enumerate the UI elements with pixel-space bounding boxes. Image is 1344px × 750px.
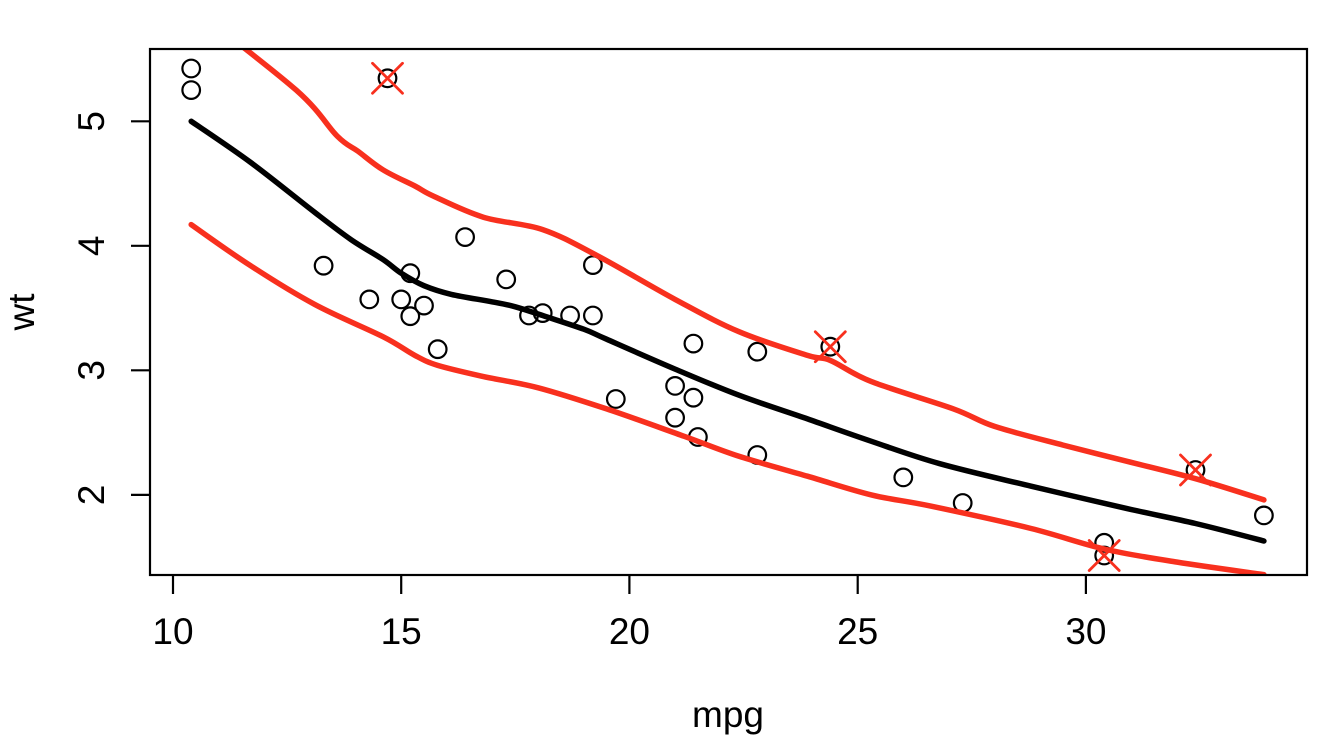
x-tick-label: 25 bbox=[837, 611, 878, 652]
x-axis-label: mpg bbox=[692, 694, 764, 735]
data-point bbox=[683, 387, 704, 408]
x-tick-label: 30 bbox=[1065, 611, 1106, 652]
data-point bbox=[605, 389, 626, 409]
data-point bbox=[583, 305, 603, 326]
x-tick-label: 15 bbox=[381, 611, 422, 652]
data-point bbox=[414, 295, 434, 316]
plot-border-box bbox=[148, 47, 1309, 577]
data-point bbox=[427, 339, 448, 360]
y-tick-label: 5 bbox=[71, 111, 112, 132]
data-point bbox=[893, 467, 914, 488]
data-point bbox=[747, 341, 768, 362]
outlier-x-mark bbox=[1087, 539, 1121, 572]
data-point bbox=[359, 289, 380, 310]
data-point bbox=[455, 227, 476, 248]
y-axis-label: wt bbox=[1, 293, 42, 332]
fit-and-band-lines-layer bbox=[188, 49, 1267, 575]
outlier-x-marks-layer bbox=[371, 61, 1212, 572]
outlier-x-mark bbox=[1179, 453, 1212, 487]
scatter-points-layer bbox=[181, 58, 1274, 566]
data-point bbox=[665, 407, 685, 428]
data-point bbox=[496, 269, 517, 290]
y-tick-label: 4 bbox=[71, 236, 112, 257]
data-point bbox=[400, 306, 421, 327]
x-tick-label: 10 bbox=[152, 611, 193, 652]
loess-fit-line bbox=[188, 118, 1267, 544]
outlier-x-mark bbox=[371, 61, 404, 95]
outlier-x-mark bbox=[813, 330, 847, 364]
data-point bbox=[820, 336, 841, 357]
data-point bbox=[665, 376, 685, 396]
y-tick-label: 3 bbox=[71, 360, 112, 381]
data-point bbox=[1253, 505, 1274, 526]
y-tick-label: 2 bbox=[71, 485, 112, 506]
lower-band-line bbox=[188, 221, 1267, 575]
data-point bbox=[391, 289, 412, 310]
axes-ticks-layer: 10 15 20 25 30 2 3 4 5 bbox=[71, 111, 1106, 652]
data-point bbox=[313, 255, 334, 276]
data-point bbox=[181, 58, 202, 79]
x-tick-label: 20 bbox=[609, 611, 650, 652]
upper-band-line bbox=[241, 49, 1267, 503]
data-point bbox=[377, 68, 398, 89]
data-point bbox=[181, 80, 202, 100]
data-point bbox=[683, 333, 704, 354]
